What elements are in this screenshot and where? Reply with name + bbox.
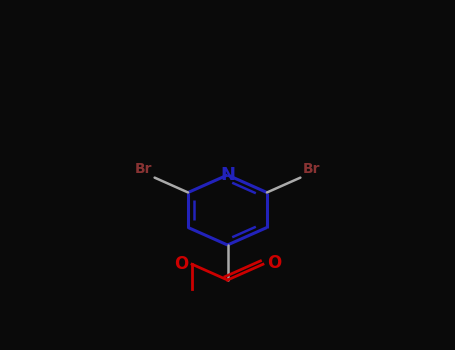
Text: Br: Br: [303, 162, 320, 176]
Text: N: N: [220, 166, 235, 184]
Text: O: O: [268, 253, 282, 272]
Text: Br: Br: [135, 162, 152, 176]
Text: O: O: [174, 255, 188, 273]
